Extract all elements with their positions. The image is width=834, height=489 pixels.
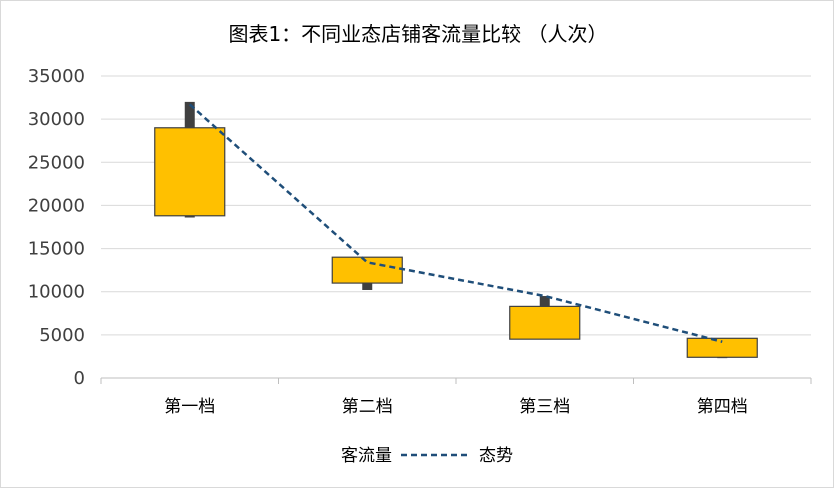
- box-4: [686, 337, 758, 358]
- trend-line: [188, 103, 723, 343]
- legend-item-box-series: 客流量: [341, 446, 392, 466]
- y-tick-label: 15000: [28, 239, 85, 260]
- category-label: 第三档: [519, 397, 570, 417]
- lower-whisker: [184, 215, 195, 218]
- legend-item-trend-series: 态势: [479, 446, 513, 466]
- y-tick-label: 5000: [39, 325, 85, 346]
- y-tick-label: 20000: [28, 195, 85, 216]
- upper-whisker: [184, 101, 195, 128]
- y-tick-label: 0: [74, 368, 85, 389]
- category-label: 第一档: [164, 397, 215, 417]
- upper-whisker: [539, 296, 550, 307]
- box-series: [154, 101, 758, 359]
- y-tick-label: 30000: [28, 109, 85, 130]
- trend-series: [188, 103, 723, 343]
- legend: 客流量 态势: [341, 446, 513, 466]
- category-label: 第四档: [697, 397, 748, 417]
- y-tick-label: 35000: [28, 66, 85, 87]
- box-3: [509, 305, 581, 340]
- x-axis-category-labels: 第一档 第二档 第三档 第四档: [164, 397, 748, 417]
- x-axis: [100, 377, 812, 384]
- category-label: 第二档: [342, 397, 393, 417]
- y-axis-tick-labels: 0 5000 10000 15000 20000 25000 30000 35000: [28, 66, 85, 389]
- chart-title: 图表1：不同业态店铺客流量比较 （人次）: [228, 22, 607, 46]
- box-1: [154, 127, 226, 217]
- box-2: [331, 256, 403, 284]
- lower-whisker: [362, 283, 373, 290]
- y-tick-label: 10000: [28, 282, 85, 303]
- y-tick-label: 25000: [28, 152, 85, 173]
